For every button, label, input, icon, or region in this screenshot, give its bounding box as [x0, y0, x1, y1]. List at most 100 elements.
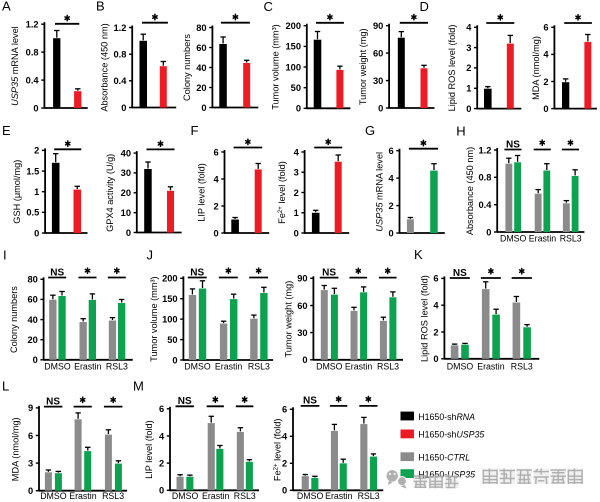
svg-text:H: H	[456, 124, 465, 139]
svg-text:DMSO: DMSO	[184, 361, 211, 371]
svg-text:2: 2	[466, 63, 471, 73]
svg-text:6: 6	[159, 404, 164, 414]
svg-text:B: B	[96, 0, 105, 14]
svg-text:Tumor weight (mg): Tumor weight (mg)	[358, 28, 368, 105]
svg-text:G: G	[365, 123, 375, 138]
svg-text:K: K	[414, 247, 423, 262]
svg-text:Fe2+ level (fold): Fe2+ level (fold)	[273, 418, 283, 481]
svg-text:0: 0	[543, 104, 548, 114]
svg-text:0: 0	[159, 486, 164, 496]
svg-text:Erastin: Erastin	[69, 491, 96, 501]
svg-text:40: 40	[121, 148, 131, 158]
svg-text:50: 50	[291, 83, 301, 93]
svg-text:Erastin: Erastin	[529, 234, 556, 244]
svg-text:H1650-CTRL: H1650-CTRL	[418, 452, 470, 462]
svg-text:Erastin: Erastin	[215, 361, 242, 371]
svg-text:4: 4	[294, 147, 300, 157]
svg-text:6: 6	[28, 431, 33, 441]
svg-text:4: 4	[543, 50, 549, 60]
svg-text:200: 200	[162, 274, 178, 284]
svg-text:DMSO: DMSO	[447, 361, 474, 371]
svg-text:M: M	[133, 379, 144, 394]
svg-text:NS: NS	[190, 267, 204, 278]
svg-text:0: 0	[282, 486, 287, 496]
svg-text:RSL3: RSL3	[560, 234, 582, 244]
svg-text:LIP level (fold): LIP level (fold)	[144, 420, 154, 479]
svg-text:Erastin: Erastin	[477, 361, 504, 371]
svg-text:RSL3: RSL3	[511, 361, 533, 371]
svg-text:1: 1	[294, 208, 299, 218]
svg-text:3: 3	[28, 458, 33, 468]
svg-text:Absorbance (450 nm): Absorbance (450 nm)	[465, 147, 475, 235]
svg-text:20: 20	[121, 188, 131, 198]
svg-text:DMSO: DMSO	[316, 361, 343, 371]
svg-text:0.4: 0.4	[113, 76, 127, 86]
svg-text:A: A	[2, 0, 11, 14]
svg-text:Erastin: Erastin	[202, 491, 229, 501]
svg-text:J: J	[147, 248, 154, 263]
svg-text:100: 100	[162, 314, 178, 324]
svg-text:20: 20	[196, 83, 206, 93]
svg-text:F: F	[191, 123, 199, 138]
svg-text:0: 0	[33, 103, 38, 113]
svg-text:20: 20	[27, 335, 37, 345]
svg-text:H1650-shUSP35: H1650-shUSP35	[418, 430, 484, 440]
svg-text:4: 4	[433, 301, 439, 311]
svg-text:150: 150	[285, 42, 301, 52]
svg-text:200: 200	[285, 21, 301, 31]
svg-text:0: 0	[172, 355, 177, 365]
svg-text:6: 6	[282, 405, 287, 415]
svg-text:0.8: 0.8	[478, 173, 491, 183]
svg-text:Erastin: Erastin	[74, 361, 101, 371]
svg-text:0: 0	[201, 103, 206, 113]
svg-text:50: 50	[167, 335, 177, 345]
svg-text:NS: NS	[50, 267, 64, 278]
svg-text:GPX4 activity (U/g): GPX4 activity (U/g)	[105, 154, 115, 232]
svg-text:RSL3: RSL3	[358, 491, 380, 501]
svg-text:0: 0	[389, 228, 394, 238]
svg-text:3: 3	[294, 168, 299, 178]
svg-text:1: 1	[34, 187, 39, 197]
svg-text:NS: NS	[506, 139, 520, 150]
svg-text:NS: NS	[178, 396, 192, 407]
svg-text:NS: NS	[46, 396, 60, 407]
svg-text:Colony numbers: Colony numbers	[9, 286, 19, 353]
svg-text:0: 0	[302, 355, 307, 365]
svg-text:H1650-USP35: H1650-USP35	[418, 469, 475, 479]
svg-text:0.8: 0.8	[26, 47, 39, 57]
svg-text:4: 4	[282, 432, 288, 442]
svg-text:Erastin: Erastin	[325, 491, 352, 501]
svg-text:3: 3	[466, 43, 471, 53]
svg-text:30: 30	[121, 168, 131, 178]
svg-text:2: 2	[282, 459, 287, 469]
svg-text:MDA (nmol/mg): MDA (nmol/mg)	[531, 36, 541, 100]
svg-text:H1650-shRNA: H1650-shRNA	[418, 412, 475, 422]
svg-text:Colony numbers: Colony numbers	[182, 34, 192, 101]
svg-text:0: 0	[296, 104, 301, 114]
svg-text:10: 10	[121, 208, 131, 218]
svg-text:0.8: 0.8	[113, 50, 126, 60]
svg-text:RSL3: RSL3	[234, 491, 256, 501]
svg-text:DMSO: DMSO	[40, 491, 67, 501]
svg-text:60: 60	[297, 301, 307, 311]
svg-text:MDA (nmol/mg): MDA (nmol/mg)	[10, 417, 20, 481]
svg-text:2: 2	[433, 327, 438, 337]
svg-text:GSH (μmol/mg): GSH (μmol/mg)	[12, 160, 22, 224]
svg-text:90: 90	[297, 274, 307, 284]
svg-text:1.2: 1.2	[478, 145, 491, 155]
svg-text:6: 6	[543, 23, 548, 33]
svg-text:90: 90	[373, 21, 383, 31]
svg-text:NS: NS	[322, 267, 336, 278]
svg-text:Lipid ROS level (fold): Lipid ROS level (fold)	[420, 275, 430, 362]
svg-text:4: 4	[214, 174, 220, 184]
svg-text:80: 80	[196, 23, 206, 33]
svg-text:30: 30	[297, 328, 307, 338]
svg-text:0: 0	[126, 228, 131, 238]
svg-text:0.4: 0.4	[26, 75, 40, 85]
svg-text:0: 0	[33, 355, 38, 365]
svg-text:60: 60	[27, 295, 37, 305]
svg-text:LIP level (fold): LIP level (fold)	[197, 163, 207, 222]
svg-text:0: 0	[34, 228, 39, 238]
svg-text:40: 40	[196, 63, 206, 73]
svg-text:DMSO: DMSO	[44, 361, 71, 371]
